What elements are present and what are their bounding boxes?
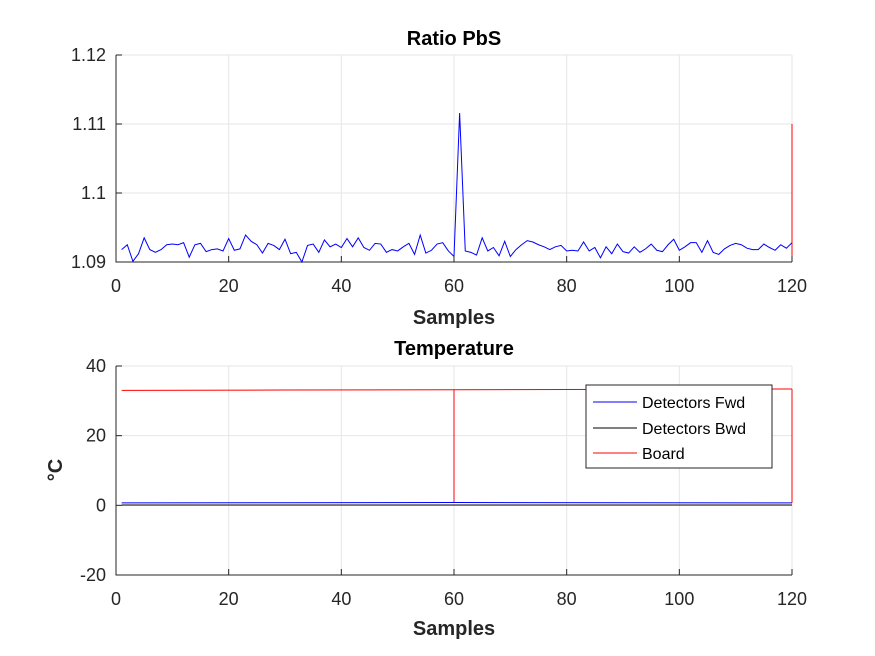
temperature-x-axis-label: Samples bbox=[413, 618, 495, 640]
ratio-x-tick-label: 40 bbox=[331, 276, 351, 296]
temperature-y-tick-label: 0 bbox=[96, 495, 106, 515]
legend-label-detectors-fwd: Detectors Fwd bbox=[642, 395, 745, 412]
temperature-x-tick-label: 60 bbox=[444, 589, 464, 609]
ratio-y-tick-label: 1.12 bbox=[71, 45, 106, 65]
temperature-x-tick-label: 0 bbox=[111, 589, 121, 609]
ratio-x-tick-label: 100 bbox=[664, 276, 694, 296]
ratio-x-tick-label: 120 bbox=[777, 276, 807, 296]
legend-box bbox=[585, 384, 773, 469]
ratio-line-series-0 bbox=[121, 112, 793, 264]
ratio-y-tick-label: 1.09 bbox=[71, 252, 106, 272]
ratio-y-tick-label: 1.1 bbox=[81, 183, 106, 203]
ratio-x-tick-label: 0 bbox=[111, 276, 121, 296]
ratio-y-tick-label: 1.11 bbox=[72, 114, 106, 134]
temperature-y-tick-label: 20 bbox=[86, 426, 106, 446]
temperature-x-tick-label: 40 bbox=[331, 589, 351, 609]
temperature-y-axis-label: °C bbox=[45, 459, 67, 481]
ratio-title: Ratio PbS bbox=[407, 28, 501, 50]
ratio-x-tick-label: 60 bbox=[444, 276, 464, 296]
temperature-y-tick-label: -20 bbox=[80, 565, 106, 585]
ratio-x-tick-label: 80 bbox=[557, 276, 577, 296]
ratio-ticks: 0 20 40 60 80 100 120 1.09 1.1 1.11 1.12 bbox=[71, 45, 807, 296]
ratio-x-axis-label: Samples bbox=[413, 307, 495, 329]
legend-label-detectors-bwd: Detectors Bwd bbox=[642, 421, 746, 438]
ratio-series bbox=[121, 112, 793, 264]
ratio-chart: 0 20 40 60 80 100 120 1.09 1.1 1.11 1.12 Ratio PbS… bbox=[71, 28, 807, 329]
temperature-x-tick-label: 80 bbox=[557, 589, 577, 609]
temperature-y-tick-label: 40 bbox=[86, 356, 106, 376]
temperature-x-tick-label: 100 bbox=[664, 589, 694, 609]
ratio-x-tick-label: 20 bbox=[219, 276, 239, 296]
legend-label-board: Board bbox=[642, 446, 685, 463]
temperature-x-tick-label: 120 bbox=[777, 589, 807, 609]
temperature-legend: Detectors Fwd Detectors Bwd Board bbox=[585, 384, 773, 469]
temperature-title: Temperature bbox=[394, 338, 514, 360]
temperature-x-tick-label: 20 bbox=[219, 589, 239, 609]
